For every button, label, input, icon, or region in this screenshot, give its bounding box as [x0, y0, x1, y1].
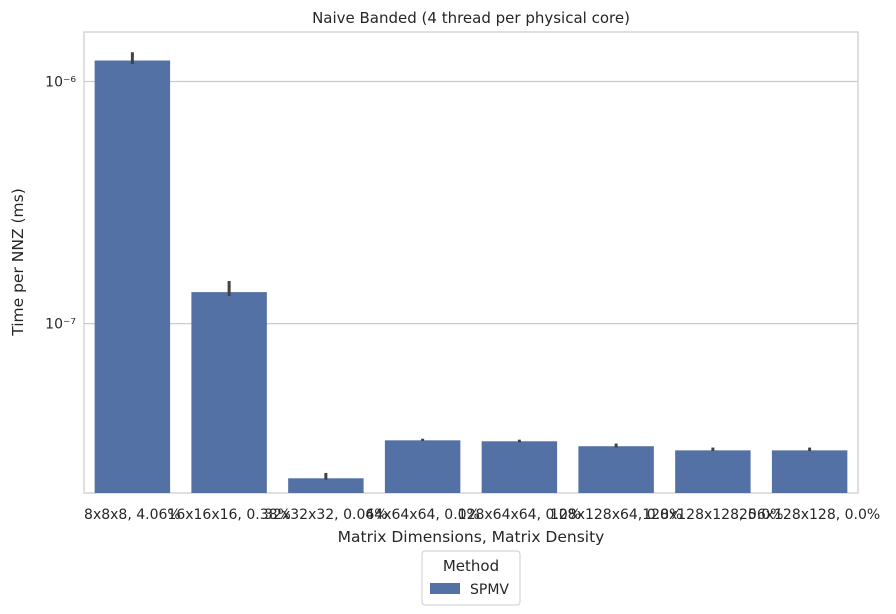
x-tick-label: 16x16x16, 0.38% [167, 507, 290, 523]
bar [578, 446, 654, 493]
x-tick-label: 64x64x64, 0.0% [365, 507, 479, 523]
legend: Method SPMV [421, 550, 521, 606]
x-tick-label: 256x128x128, 0.0% [739, 507, 880, 523]
bar [94, 60, 171, 493]
legend-entry-label: SPMV [470, 582, 509, 598]
y-axis-label: Time per NNZ (ms) [9, 188, 27, 337]
bar [771, 450, 848, 493]
x-tick-label: 128x128x128, 0.0% [642, 507, 783, 523]
error-bars [130, 52, 812, 480]
legend-swatch [430, 583, 460, 594]
y-tick-label: 10⁻⁷ [45, 317, 76, 333]
bars [94, 60, 848, 493]
x-tick-label: 128x128x64, 0.0% [550, 507, 682, 523]
bar [191, 292, 267, 493]
x-tick-labels: 8x8x8, 4.06%16x16x16, 0.38%32x32x32, 0.0… [84, 507, 880, 523]
bar [288, 478, 364, 493]
x-tick-label: 32x32x32, 0.04% [264, 507, 387, 523]
bar [384, 440, 461, 493]
x-axis-label: Matrix Dimensions, Matrix Density [338, 528, 605, 546]
x-tick-label: 8x8x8, 4.06% [84, 507, 181, 523]
bar [675, 450, 751, 493]
legend-title: Method [443, 557, 499, 575]
bar [481, 441, 558, 493]
x-tick-label: 128x64x64, 0.0% [458, 507, 581, 523]
y-tick-label: 10⁻⁶ [45, 74, 76, 90]
y-tick-labels: 10⁻⁶ 10⁻⁷ [45, 74, 76, 332]
chart-title: Naive Banded (4 thread per physical core… [312, 9, 630, 27]
